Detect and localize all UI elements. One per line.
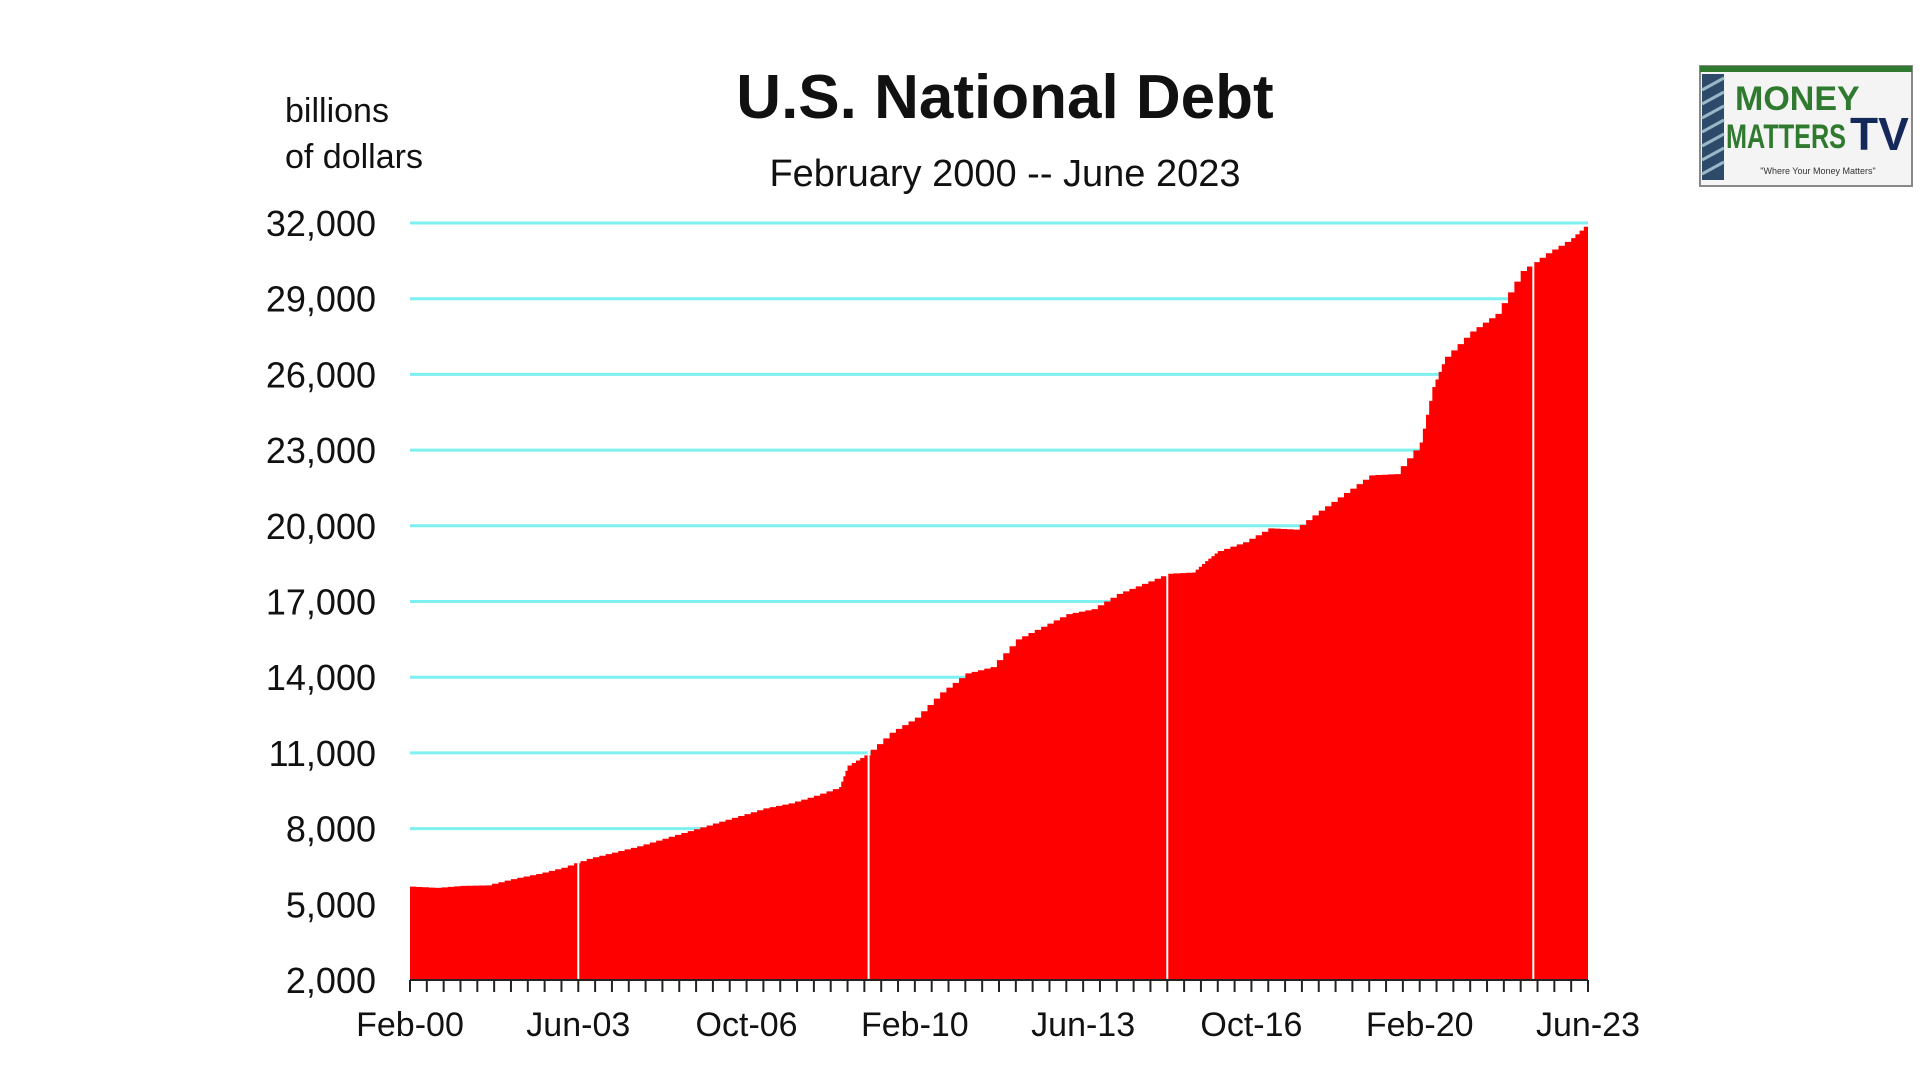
- y-tick-label: 11,000: [269, 733, 376, 774]
- y-tick-label: 26,000: [266, 354, 376, 395]
- x-tick-label: Feb-00: [356, 1006, 464, 1044]
- debt-area-series: [410, 223, 1588, 980]
- chart-subtitle: February 2000 -- June 2023: [769, 153, 1240, 195]
- x-tick-label: Jun-23: [1536, 1006, 1640, 1044]
- y-axis-tick-labels: 32,000 29,000 26,000 23,000 20,000 17,000 14,0…: [266, 203, 376, 1001]
- logo-word-money: MONEY: [1735, 80, 1860, 118]
- y-tick-label: 29,000: [266, 279, 376, 320]
- y-tick-label: 20,000: [266, 506, 376, 547]
- x-axis: [409, 979, 1589, 992]
- logo-top-bar: [1700, 66, 1912, 72]
- logo-stripes: [1701, 76, 1725, 176]
- y-tick-label: 23,000: [266, 430, 376, 471]
- y-axis-label-line1: billions: [285, 92, 389, 130]
- x-tick-label: Oct-06: [696, 1006, 798, 1044]
- x-tick-label: Feb-20: [1366, 1006, 1474, 1044]
- area-separators: [577, 262, 1535, 980]
- y-tick-label: 14,000: [266, 657, 376, 698]
- y-tick-label: 32,000: [266, 203, 376, 244]
- chart-title: U.S. National Debt: [736, 63, 1273, 132]
- y-tick-label: 5,000: [286, 884, 376, 925]
- logo-frame: [1699, 65, 1913, 187]
- x-tick-label: Oct-16: [1200, 1006, 1302, 1044]
- x-axis-tick-labels: Feb-00 Jun-03 Oct-06 Feb-10 Jun-13 Oct-16 Feb-…: [356, 1006, 1640, 1044]
- y-tick-label: 17,000: [266, 582, 376, 623]
- logo-word-tv: TV: [1850, 108, 1909, 160]
- y-tick-label: 2,000: [286, 960, 376, 1001]
- y-axis-label-line2: of dollars: [285, 138, 423, 176]
- logo-tagline: "Where Your Money Matters": [1760, 166, 1875, 176]
- x-tick-label: Jun-03: [526, 1006, 630, 1044]
- x-tick-label: Jun-13: [1031, 1006, 1135, 1044]
- money-matters-tv-logo: MONEY MATTERS TV "Where Your Money Matte…: [1699, 65, 1913, 187]
- logo-word-matters: MATTERS: [1726, 118, 1846, 156]
- y-tick-label: 8,000: [286, 809, 376, 850]
- x-tick-label: Feb-10: [861, 1006, 969, 1044]
